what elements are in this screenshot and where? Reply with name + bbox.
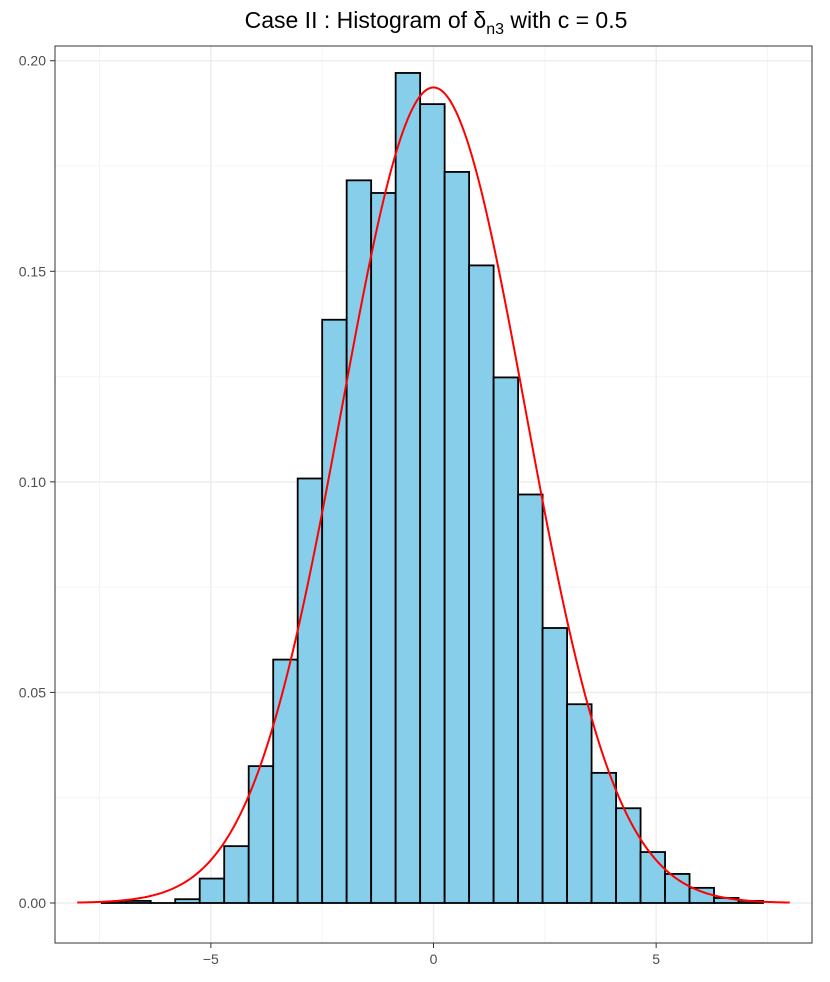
y-tick-label: 0.20 [19,53,46,69]
histogram-bar [272,658,299,904]
histogram-bar [419,103,446,904]
histogram-bar [615,807,642,904]
histogram-bar [443,171,471,904]
histogram-bar [468,264,495,904]
histogram-bar [492,376,520,904]
x-tick-label: 5 [652,951,660,967]
chart-title-prefix: Case II : Histogram of [245,7,474,33]
y-axis: 0.00 0.05 0.10 0.15 0.20 [19,53,55,911]
histogram-bar [517,493,544,904]
chart-title-suffix: with c = 0.5 [504,7,627,33]
histogram-bar [321,318,348,904]
chart-title: Case II : Histogram of δn3 with c = 0.5 [245,7,628,38]
x-axis: −5 0 5 [203,943,660,967]
histogram-bar [541,627,568,904]
histogram-bar [345,179,373,904]
histogram-bar [174,898,201,904]
histogram-bar [566,703,593,904]
histogram-bar [590,771,617,904]
y-tick-label: 0.10 [19,474,46,490]
y-tick-label: 0.05 [19,684,46,700]
y-tick-label: 0.00 [19,895,46,911]
chart-title-symbol: δ [473,7,486,33]
chart-title-subscript: n3 [486,21,504,38]
histogram-bar [639,851,666,904]
y-tick-label: 0.15 [19,263,46,279]
density-curve [77,86,790,904]
x-tick-label: 0 [430,951,438,967]
histogram-bars [100,72,764,904]
histogram-bar [198,877,226,904]
histogram-bar [370,192,397,904]
histogram-bar [223,845,250,904]
histogram-bar [296,477,324,904]
histogram-bar [394,72,422,904]
x-tick-label: −5 [203,951,219,967]
histogram-bar [125,899,152,904]
